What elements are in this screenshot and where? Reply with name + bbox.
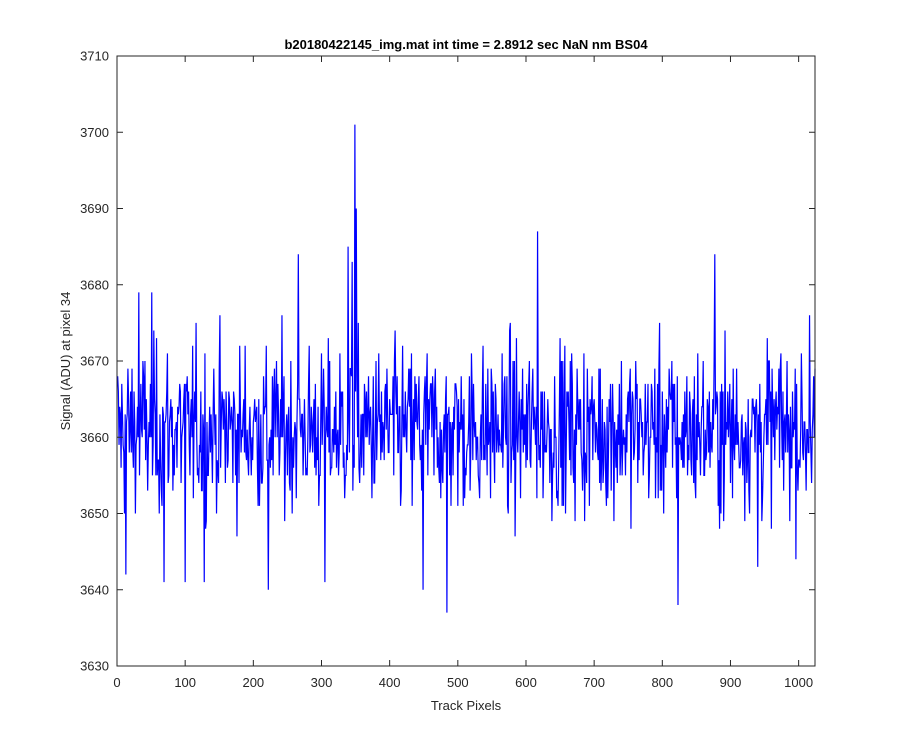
x-tick-label: 300 [311, 675, 333, 690]
y-tick-label: 3650 [80, 506, 109, 521]
y-tick-label: 3630 [80, 659, 109, 674]
series-line [117, 124, 816, 613]
x-tick-label: 700 [583, 675, 605, 690]
series-layer [117, 124, 816, 613]
y-tick-label: 3660 [80, 430, 109, 445]
chart-title: b20180422145_img.mat int time = 2.8912 s… [284, 37, 648, 52]
x-axis-ticks: 0 100 200 300 400 500 600 700 800 900 1000 [113, 56, 813, 690]
y-tick-label: 3680 [80, 277, 109, 292]
x-tick-label: 200 [242, 675, 264, 690]
x-axis-label: Track Pixels [431, 698, 502, 713]
x-tick-label: 0 [113, 675, 120, 690]
y-tick-label: 3640 [80, 582, 109, 597]
x-tick-label: 600 [515, 675, 537, 690]
x-tick-label: 1000 [784, 675, 813, 690]
x-tick-label: 400 [379, 675, 401, 690]
x-tick-label: 900 [720, 675, 742, 690]
y-tick-label: 3700 [80, 125, 109, 140]
x-tick-label: 100 [174, 675, 196, 690]
x-tick-label: 500 [447, 675, 469, 690]
axes-background [117, 56, 815, 666]
y-tick-label: 3710 [80, 49, 109, 64]
y-tick-label: 3690 [80, 201, 109, 216]
y-axis-ticks: 3630 3640 3650 3660 3670 3680 3690 3700 3710 [80, 49, 815, 674]
x-tick-label: 800 [651, 675, 673, 690]
plot-area [116, 55, 816, 667]
y-axis-label: Signal (ADU) at pixel 34 [58, 292, 73, 431]
y-tick-label: 3670 [80, 354, 109, 369]
